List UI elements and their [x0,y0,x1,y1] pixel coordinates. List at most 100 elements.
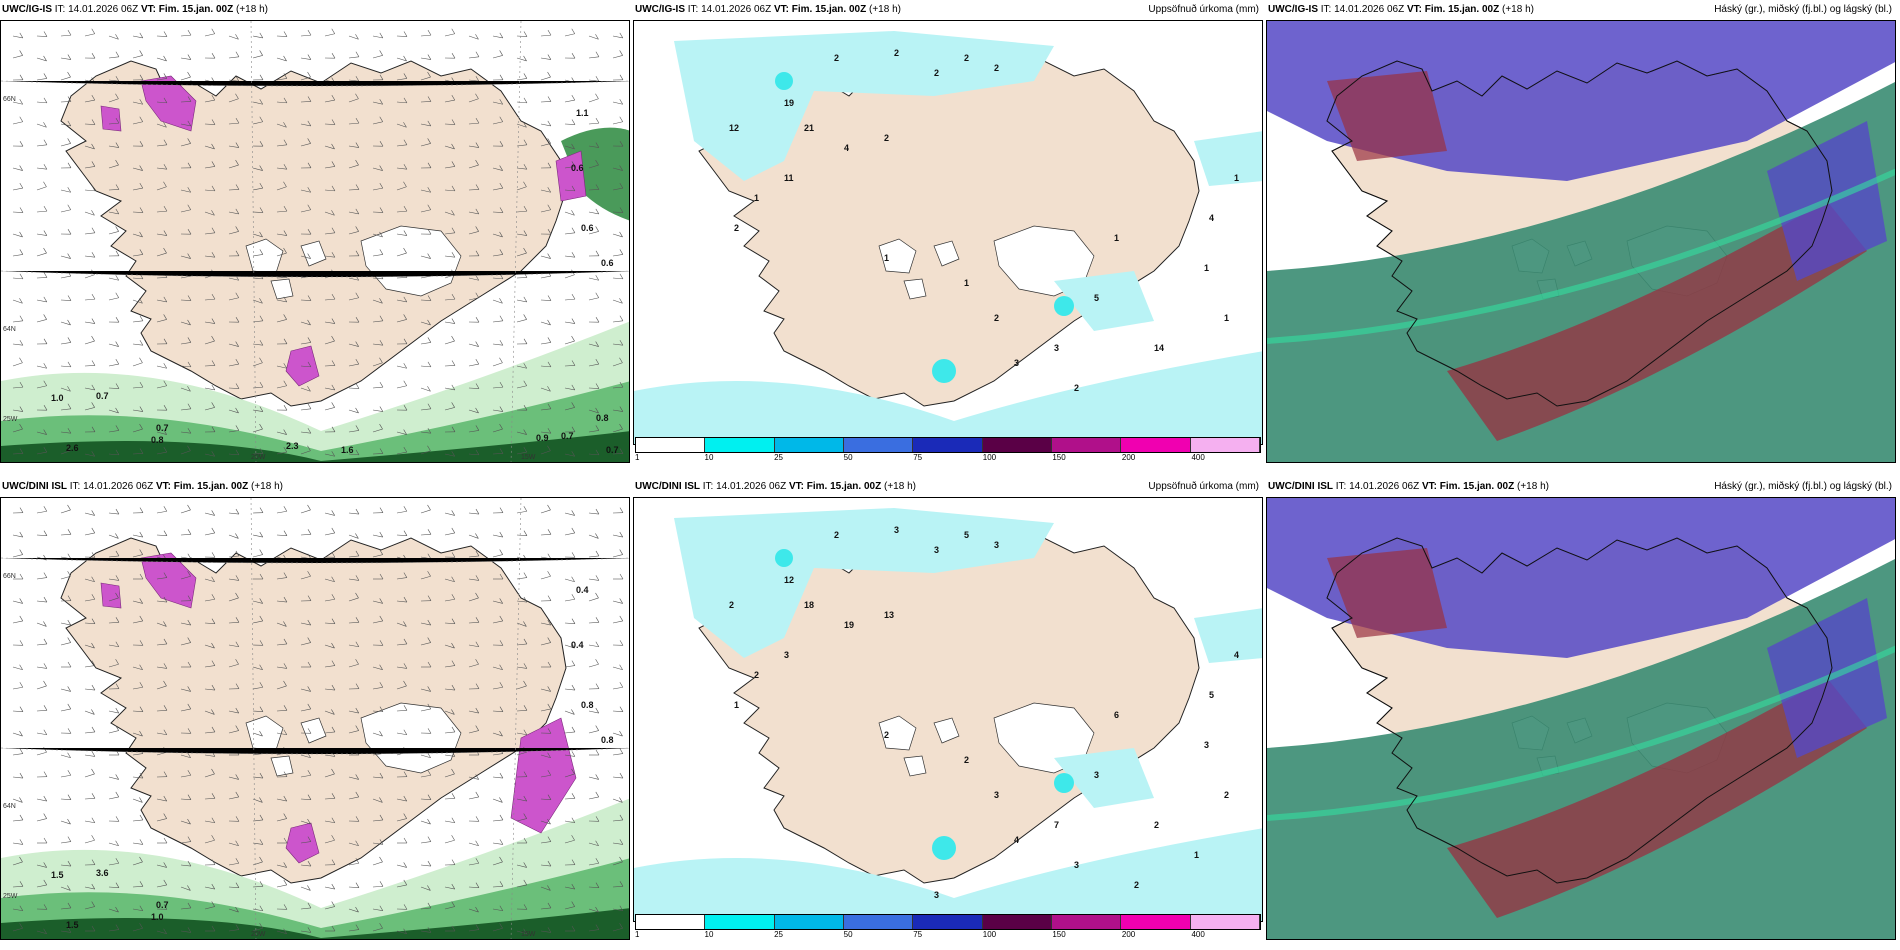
glacier [300,717,327,744]
field-title: Uppsöfnuð úrkoma (mm) [1148,481,1259,492]
colorbar-swatch [1052,438,1122,452]
map-canvas[interactable]: 1.1 0.6 0.6 0.6 1.0 0.7 0.7 0.8 2.6 2.3 1.6 0.9 0.7 0… [0,20,630,463]
map-value-label: 2 [834,53,839,63]
map-value-label: 0.6 [601,258,614,268]
map-value-label: 2 [894,48,899,58]
graticule [1,21,629,462]
map-value-label: 1 [884,253,889,263]
init-time: IT: 14.01.2026 06Z [1333,481,1422,492]
map-value-label: 3 [1054,343,1059,353]
map-value-label: 13 [884,610,894,620]
lead-time: (+18 h) [233,4,268,15]
map-value-label: 2 [834,530,839,540]
map-value-label: 1.0 [151,912,164,922]
lead-time: (+18 h) [866,4,901,15]
panel-title: UWC/IG-IS IT: 14.01.2026 06Z VT: Fim. 15… [635,0,901,20]
map-value-label: 7 [1054,820,1059,830]
map-value-label: 1 [754,193,759,203]
axis-label: 15W [521,931,536,938]
map-value-label: 5 [964,530,969,540]
map-value-label: 5 [1094,293,1099,303]
map-value-label: 3 [1014,358,1019,368]
map-value-label: 3 [934,890,939,900]
map-value-label: 1.6 [341,445,354,455]
map-value-label: 0.8 [151,435,164,445]
panel-clouds-dini: UWC/DINI ISL IT: 14.01.2026 06Z VT: Fim.… [1266,477,1896,940]
colorbar-swatch [636,438,706,452]
iceland-landmass [60,60,567,407]
panel-title: UWC/IG-IS IT: 14.01.2026 06Z VT: Fim. 15… [2,0,268,20]
map-value-label: 2 [964,755,969,765]
precip-core [775,72,1074,383]
map-value-label: 2 [884,133,889,143]
colorbar-tick: 100 [982,453,997,462]
valid-time: VT: Fim. 15.jan. 00Z [1421,481,1515,492]
panel-header: UWC/IG-IS IT: 14.01.2026 06Z VT: Fim. 15… [0,0,630,20]
map-value-label: 2 [1074,383,1079,393]
glacier [270,755,294,777]
map-value-label: 4 [1234,650,1239,660]
value-labels: 1.1 0.6 0.6 0.6 1.0 0.7 0.7 0.8 2.6 2.3 1.6 0.9 0.7 0… [51,108,619,455]
map-value-label: 0.8 [596,413,609,423]
map-canvas[interactable] [1266,20,1896,463]
map-value-label: 0.9 [536,433,549,443]
panel-title: UWC/DINI ISL IT: 14.01.2026 06Z VT: Fim.… [2,477,283,497]
map-value-label: 2 [729,600,734,610]
colorbar-swatch [1052,915,1122,929]
axis-label: 15W [521,454,536,461]
colorbar-swatch [1121,438,1191,452]
precip-area [634,508,1262,921]
colorbar-swatch [1190,915,1260,929]
precip-core [775,549,1074,860]
map-value-label: 12 [729,123,739,133]
map-value-label: 3 [1074,860,1079,870]
panel-header: UWC/DINI ISL IT: 14.01.2026 06Z VT: Fim.… [0,477,630,497]
colorbar-swatch [705,438,775,452]
map-value-label: 18 [804,600,814,610]
map-value-label: 4 [844,143,849,153]
map-canvas[interactable] [1266,497,1896,940]
valid-time: VT: Fim. 15.jan. 00Z [773,4,867,15]
map-value-label: 1 [1234,173,1239,183]
map-value-label: 19 [844,620,854,630]
init-time: IT: 14.01.2026 06Z [700,481,789,492]
map-value-label: 3 [934,545,939,555]
map-value-label: 0.7 [96,391,109,401]
map-value-label: 1.1 [576,108,589,118]
init-time: IT: 14.01.2026 06Z [67,481,156,492]
colorbar-tick: 200 [1121,930,1136,939]
map-canvas[interactable]: 2 3 3 5 3 2 12 18 19 13 3 2 1 2 2 3 4 7 3 3 2 6 5 4 3 2 1 2 3 [633,497,1263,922]
panel-header: UWC/DINI ISL IT: 14.01.2026 06Z VT: Fim.… [1266,477,1896,497]
axis-label: 64N [3,803,16,810]
map-value-label: 0.7 [156,900,169,910]
axis-label: 64N [3,326,16,333]
glacier [245,238,284,274]
model-name: UWC/DINI ISL [2,481,67,492]
colorbar-swatch [844,438,914,452]
field-title: Háský (gr.), miðský (fj.bl.) og lágský (… [1714,4,1892,15]
map-value-label: 2.3 [286,441,299,451]
map-value-label: 0.8 [581,700,594,710]
map-value-label: 2 [1134,880,1139,890]
init-time: IT: 14.01.2026 06Z [685,4,774,15]
glacier [903,278,927,300]
axis-label: 66N [3,573,16,580]
map-value-label: 11 [784,173,794,183]
axis-label: 25W [3,416,18,423]
map-value-label: 0.6 [571,163,584,173]
glacier [878,238,917,274]
colorbar-swatch [1121,915,1191,929]
map-canvas[interactable]: 0.4 0.4 0.8 0.8 1.5 3.6 0.7 1.0 1.5 66N 64N 25W 20W 1… [0,497,630,940]
init-time: IT: 14.01.2026 06Z [52,4,141,15]
map-canvas[interactable]: 2 2 2 2 2 12 19 21 4 2 11 1 2 1 1 2 3 3 2 5 14 1 4 1 1 1 [633,20,1263,445]
panel-header: UWC/IG-IS IT: 14.01.2026 06Z VT: Fim. 15… [1266,0,1896,20]
colorbar-tick: 10 [704,453,714,462]
panel-title: UWC/IG-IS IT: 14.01.2026 06Z VT: Fim. 15… [1268,0,1534,20]
map-value-label: 4 [1014,835,1019,845]
lead-time: (+18 h) [1514,481,1549,492]
axis-label: 66N [3,96,16,103]
map-value-label: 1 [1114,233,1119,243]
colorbar [635,914,1261,930]
model-name: UWC/DINI ISL [1268,481,1333,492]
